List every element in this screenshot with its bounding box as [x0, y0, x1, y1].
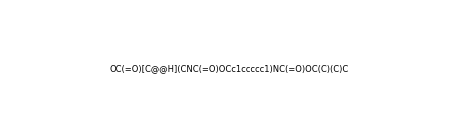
Text: OC(=O)[C@@H](CNC(=O)OCc1ccccc1)NC(=O)OC(C)(C)C: OC(=O)[C@@H](CNC(=O)OCc1ccccc1)NC(=O)OC(…: [109, 64, 349, 74]
